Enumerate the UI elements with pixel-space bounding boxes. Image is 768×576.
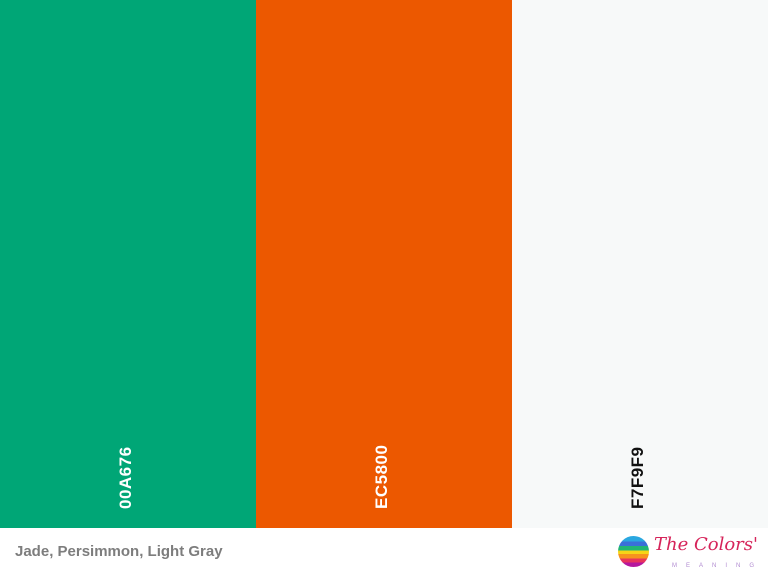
swatch-persimmon: EC5800 (256, 0, 512, 528)
hex-label: F7F9F9 (628, 446, 647, 509)
logo-title: The Colors' (654, 534, 758, 555)
swatch-jade: 00A676 (0, 0, 256, 528)
logo-subtitle: MEANING (672, 563, 764, 569)
rainbow-circle-icon (618, 536, 649, 567)
brand-logo: The Colors' MEANING (616, 532, 766, 574)
hex-label: EC5800 (372, 444, 391, 509)
palette-caption: Jade, Persimmon, Light Gray (15, 543, 223, 560)
swatch-light-gray: F7F9F9 (512, 0, 768, 528)
hex-label: 00A676 (116, 446, 135, 509)
